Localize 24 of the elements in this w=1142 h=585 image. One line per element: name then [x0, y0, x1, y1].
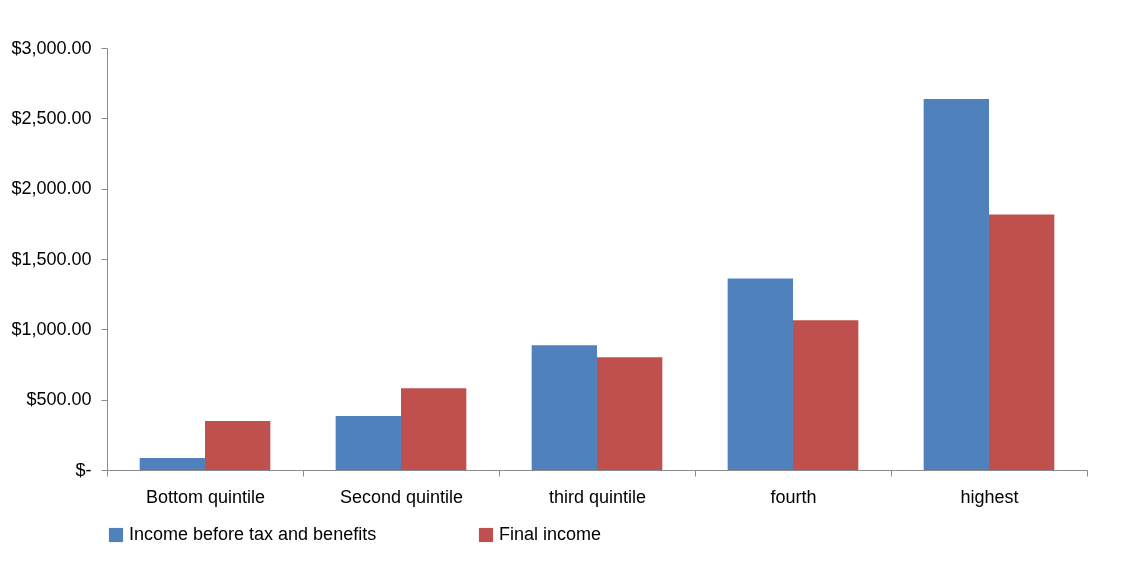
bar — [401, 388, 467, 470]
x-tick-label: Second quintile — [339, 486, 464, 507]
y-tick-label: $2,500.00 — [11, 107, 92, 128]
bar — [727, 278, 793, 470]
x-tick-label: Bottom quintile — [145, 486, 266, 507]
y-tick-label: $3,000.00 — [11, 37, 92, 58]
bar — [923, 98, 989, 470]
bar — [989, 214, 1055, 470]
bar — [597, 357, 663, 470]
legend-label: Final income — [499, 524, 602, 544]
bar — [205, 421, 271, 470]
x-tick-label: third quintile — [548, 486, 647, 507]
bar — [335, 416, 401, 470]
y-tick-label: $- — [75, 459, 92, 480]
bar — [793, 320, 859, 470]
bar — [531, 345, 597, 470]
x-tick-label: fourth — [770, 486, 817, 507]
y-tick-label: $2,000.00 — [11, 178, 92, 199]
legend-label: Income before tax and benefits — [129, 524, 377, 544]
bar — [139, 458, 205, 470]
x-tick-label: highest — [960, 486, 1019, 507]
y-tick-label: $1,000.00 — [11, 318, 92, 339]
y-tick-label: $1,500.00 — [11, 248, 92, 269]
y-tick-label: $500.00 — [26, 389, 92, 410]
